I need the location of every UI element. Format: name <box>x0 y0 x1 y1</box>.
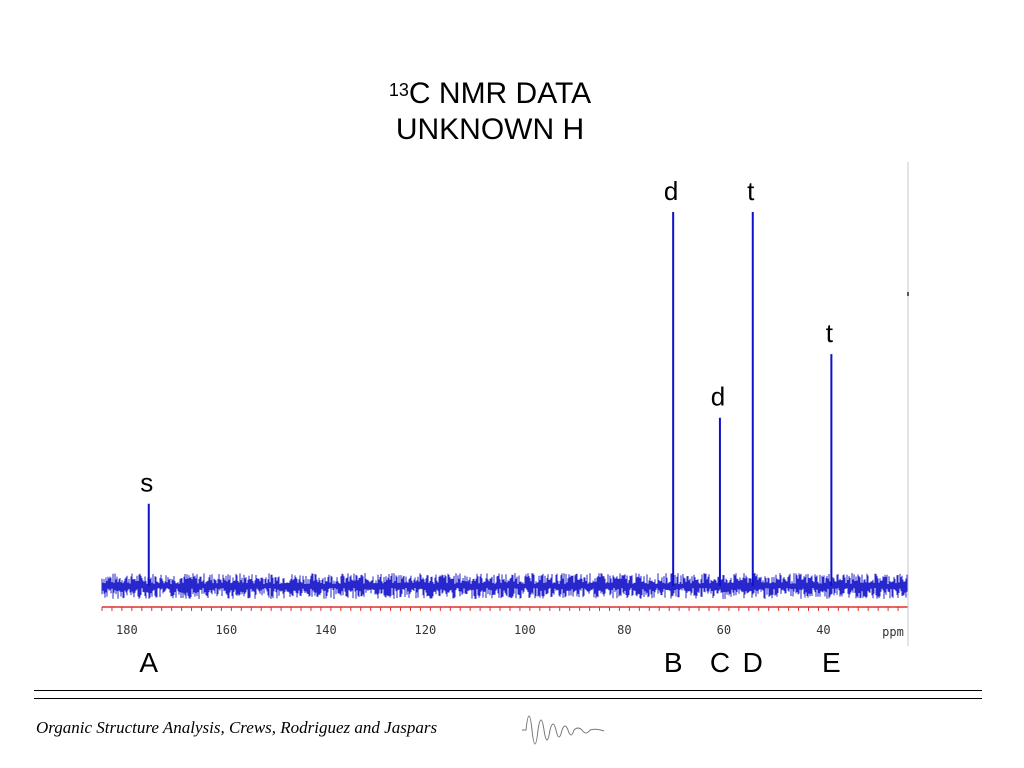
noise-baseline-layer <box>101 573 909 599</box>
fid-wave-logo <box>522 715 605 745</box>
title-superscript: 13 <box>388 80 409 100</box>
tick-label-160: 160 <box>216 623 238 637</box>
assignment-label-C: C <box>710 647 730 678</box>
multiplicity-label-B: d <box>664 176 678 206</box>
footer-citation: Organic Structure Analysis, Crews, Rodri… <box>36 718 438 737</box>
nmr-spectrum-chart: 180 160 140 120 100 80 60 40 ppm s Ad Bd Ct Dt E <box>101 162 909 678</box>
tick-label-180: 180 <box>116 623 138 637</box>
assignment-label-D: D <box>743 647 763 678</box>
multiplicity-label-E: t <box>826 318 834 348</box>
tick-label-60: 60 <box>717 623 731 637</box>
title-line-1: C NMR DATA <box>408 77 592 110</box>
multiplicity-label-C: d <box>711 382 725 412</box>
slide-title: 13C NMR DATA UNKNOWN H <box>0 76 980 148</box>
assignment-label-A: A <box>139 647 158 678</box>
assignment-label-B: B <box>664 647 683 678</box>
peak-layer <box>147 212 833 586</box>
multiplicity-label-D: t <box>747 176 755 206</box>
footer-rule-top <box>34 690 982 691</box>
peak-label-layer: s Ad Bd Ct Dt E <box>139 176 840 678</box>
axis-unit-label: ppm <box>882 625 904 639</box>
assignment-label-E: E <box>822 647 841 678</box>
title-line-2: UNKNOWN H <box>395 113 585 146</box>
tick-label-120: 120 <box>415 623 437 637</box>
tick-label-140: 140 <box>315 623 337 637</box>
ppm-axis-layer: 180 160 140 120 100 80 60 40 ppm <box>101 162 909 646</box>
tick-label-80: 80 <box>617 623 631 637</box>
tick-label-100: 100 <box>514 623 536 637</box>
baseline-noise <box>101 573 909 599</box>
tick-label-40: 40 <box>816 623 830 637</box>
multiplicity-label-A: s <box>140 468 153 498</box>
footer-rule-bottom <box>34 698 982 699</box>
